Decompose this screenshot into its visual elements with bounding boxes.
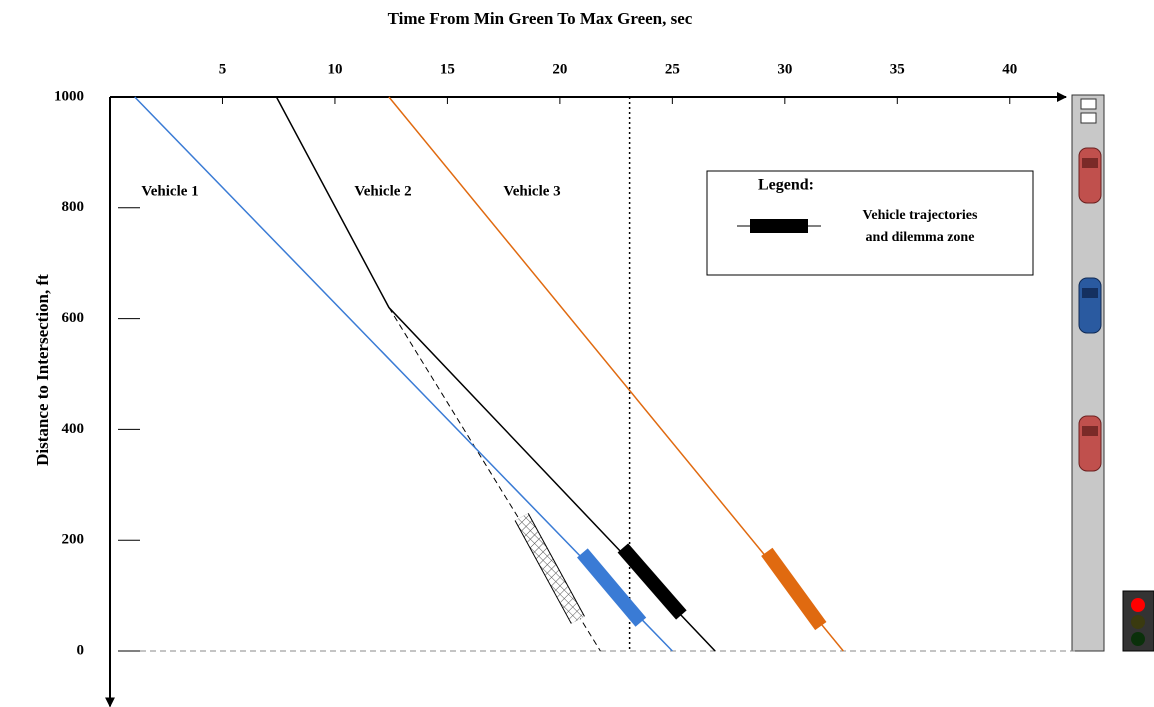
series-label: Vehicle 1: [141, 183, 198, 199]
series-label: Vehicle 2: [354, 183, 411, 199]
intersection: [1072, 95, 1104, 651]
x-tick-label: 10: [327, 61, 342, 77]
chart-title: Time From Min Green To Max Green, sec: [388, 9, 693, 28]
y-tick-label: 800: [62, 199, 85, 215]
y-tick-label: 200: [62, 532, 85, 548]
y-tick-label: 400: [62, 421, 85, 437]
chart: Time From Min Green To Max Green, sec Di…: [0, 0, 1154, 707]
legend-label: and dilemma zone: [866, 230, 975, 245]
x-tick-label: 40: [1002, 61, 1017, 77]
traffic-light: [1123, 591, 1154, 651]
series-label: Vehicle 3: [503, 183, 560, 199]
x-tick-label: 30: [777, 61, 792, 77]
x-tick-label: 20: [552, 61, 567, 77]
legend: Legend: Vehicle trajectories and dilemma…: [707, 171, 1033, 275]
y-tick-label: 600: [62, 310, 85, 326]
dilemma-zone: [767, 552, 821, 626]
hatched-zone: [522, 517, 578, 620]
y-tick-label: 0: [77, 642, 85, 658]
legend-label: Vehicle trajectories: [863, 208, 978, 223]
y-tick-label: 1000: [54, 88, 84, 104]
x-tick-label: 15: [440, 61, 455, 77]
y-axis-label: Distance to Intersection, ft: [33, 274, 52, 466]
x-tick-label: 35: [890, 61, 905, 77]
x-tick-label: 25: [665, 61, 680, 77]
x-tick-label: 5: [219, 61, 227, 77]
legend-title: Legend:: [758, 177, 814, 194]
